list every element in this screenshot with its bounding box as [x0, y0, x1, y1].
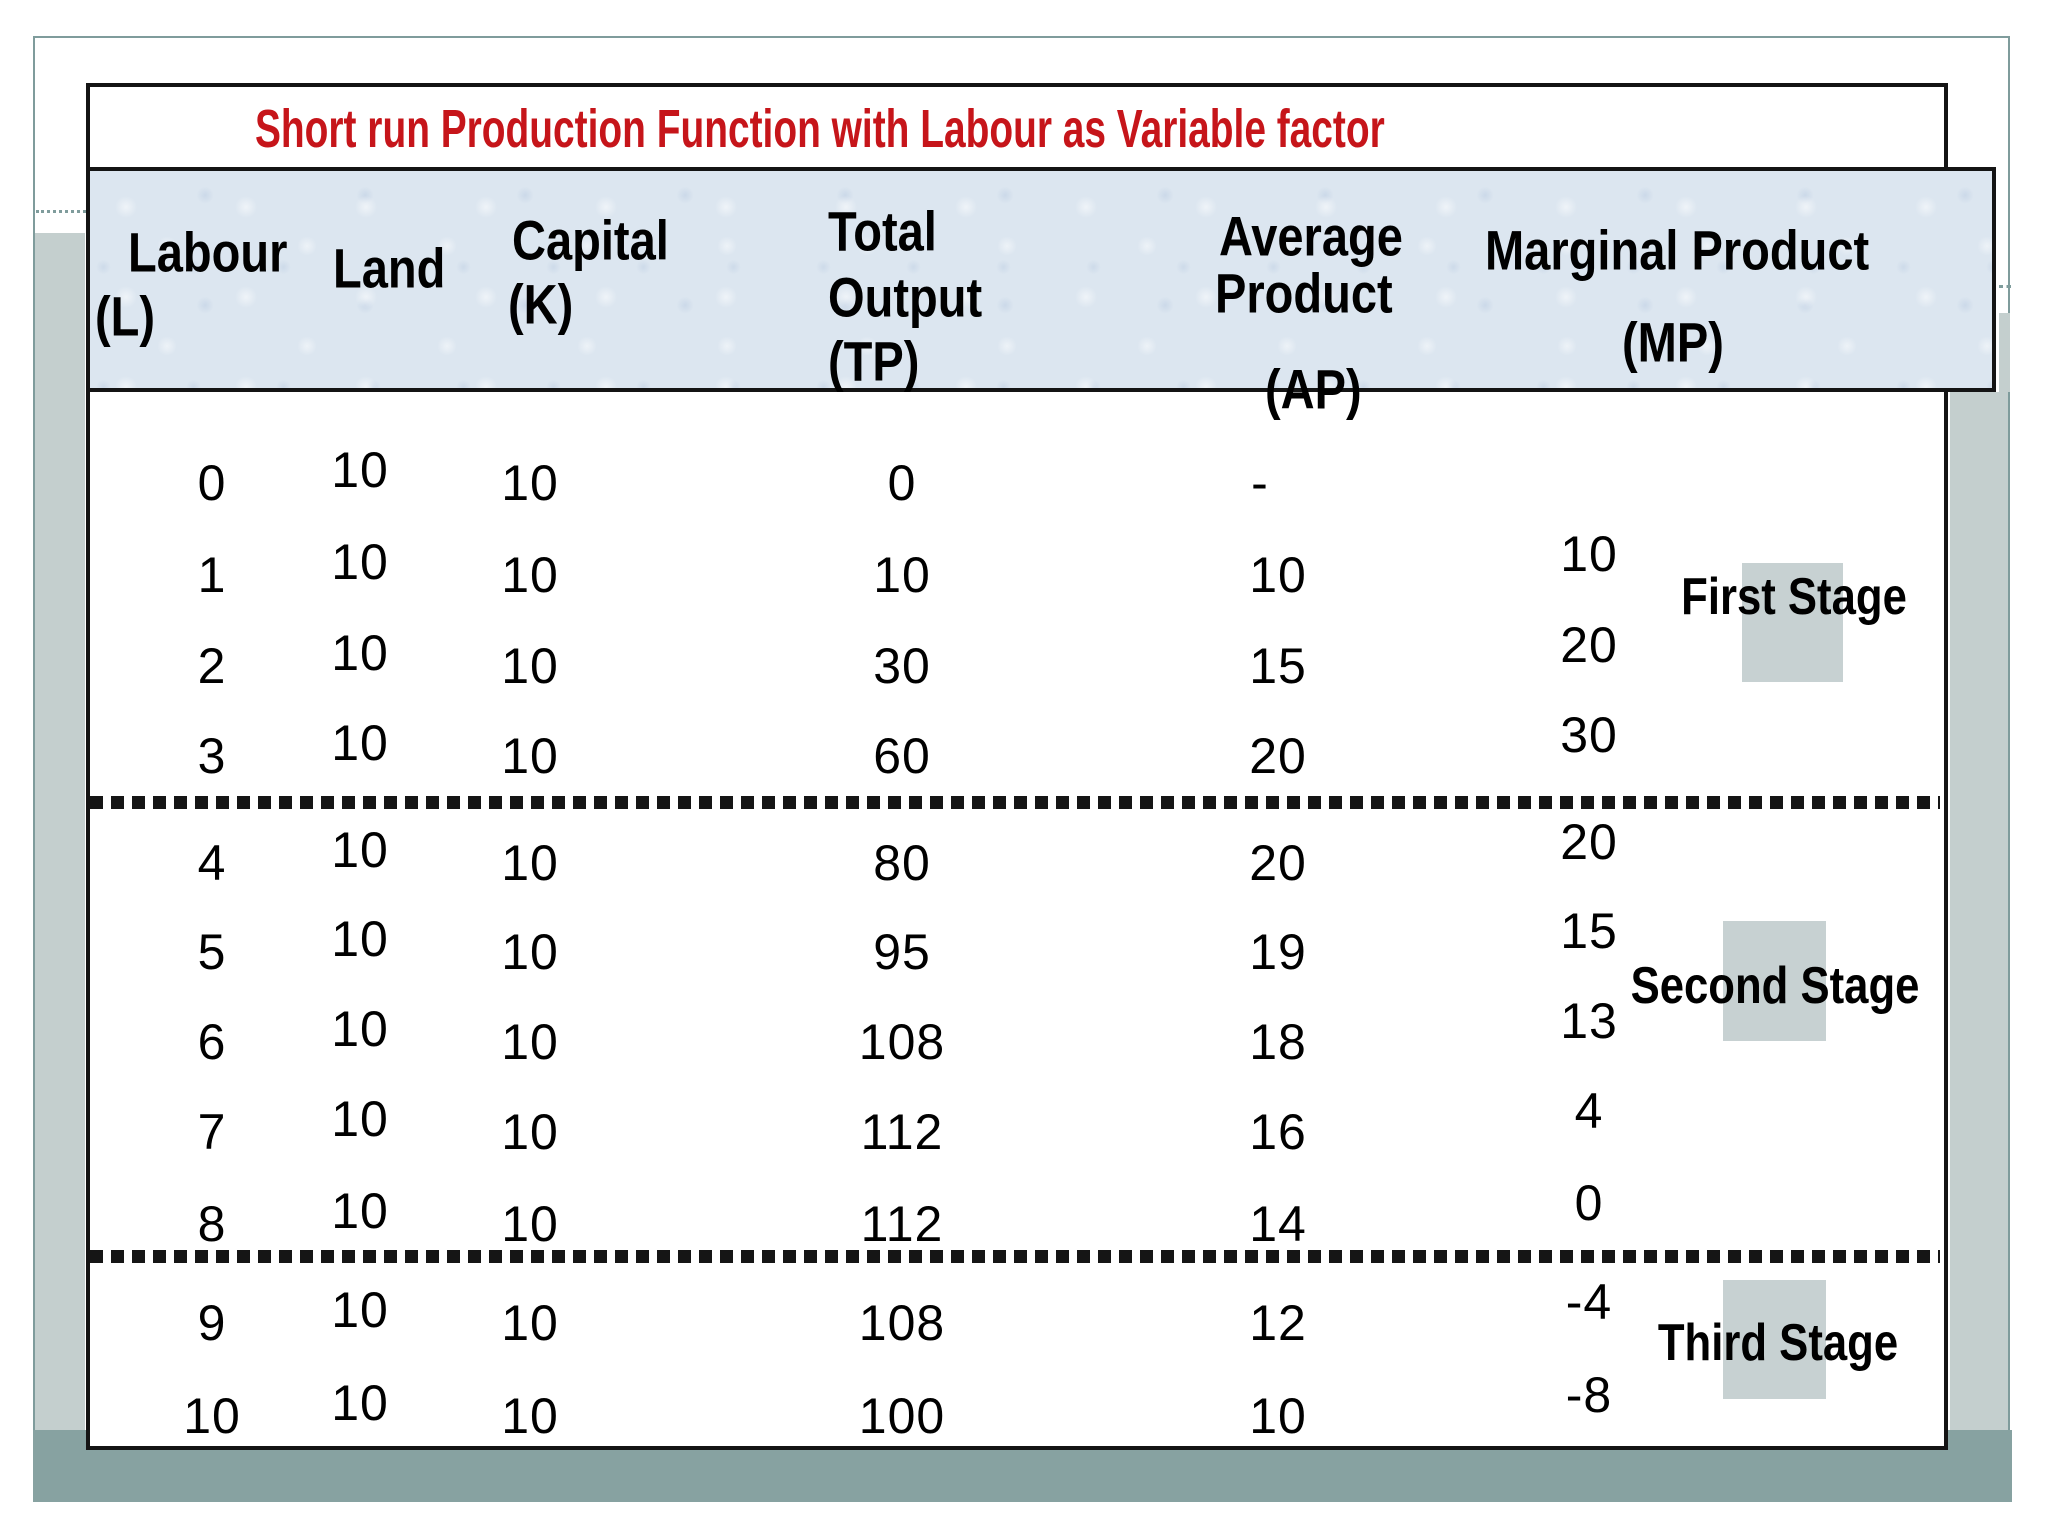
cell-mp: 4: [1574, 1083, 1604, 1139]
left-dotted-guide-line: [36, 210, 86, 213]
right-background-sliver: [1999, 313, 2010, 392]
cell-tp: 10: [873, 547, 931, 603]
cell-tp: 95: [873, 924, 931, 980]
cell-tp: 108: [858, 1014, 946, 1070]
stage-divider-dotted-line: [90, 1250, 1940, 1263]
cell-mp: 20: [1560, 617, 1618, 673]
table-header-row: [86, 167, 1996, 392]
header-labour-symbol: (L): [95, 284, 156, 348]
header-capital-symbol: (K): [508, 272, 574, 336]
header-total-output: Total: [828, 199, 937, 263]
cell-labour: 0: [197, 455, 227, 511]
cell-labour: 2: [197, 638, 227, 694]
left-background-strip: [35, 233, 85, 1430]
cell-land: 10: [331, 911, 389, 967]
cell-tp: 0: [887, 455, 917, 511]
cell-land: 10: [331, 442, 389, 498]
header-average-product: Average: [1219, 204, 1403, 268]
cell-capital: 10: [501, 835, 559, 891]
right-background-strip: [1950, 392, 2008, 1430]
cell-land: 10: [331, 715, 389, 771]
cell-capital: 10: [501, 455, 559, 511]
first-stage-marker-box: [1742, 563, 1843, 682]
header-average-product-line2: Product: [1215, 261, 1393, 325]
cell-land: 10: [331, 1001, 389, 1057]
cell-mp: 20: [1560, 814, 1618, 870]
cell-mp: 10: [1560, 526, 1618, 582]
cell-ap: 19: [1249, 924, 1307, 980]
cell-mp: -4: [1565, 1274, 1613, 1330]
cell-tp: 108: [858, 1295, 946, 1351]
cell-tp: 30: [873, 638, 931, 694]
right-dotted-guide-line: [1999, 285, 2011, 288]
cell-ap: 14: [1249, 1196, 1307, 1252]
cell-capital: 10: [501, 1295, 559, 1351]
header-capital: Capital: [512, 208, 669, 272]
cell-ap: 10: [1249, 547, 1307, 603]
cell-tp: 112: [860, 1196, 944, 1252]
cell-mp: 30: [1560, 707, 1618, 763]
cell-land: 10: [331, 534, 389, 590]
header-labour: Labour: [128, 220, 288, 284]
cell-capital: 10: [501, 547, 559, 603]
cell-ap: 16: [1249, 1104, 1307, 1160]
cell-tp: 80: [873, 835, 931, 891]
cell-tp: 100: [858, 1388, 946, 1444]
cell-labour: 7: [197, 1104, 227, 1160]
header-total-output-line2: Output: [828, 265, 983, 329]
third-stage-label: Third Stage: [1657, 1314, 1899, 1372]
cell-ap: 20: [1249, 728, 1307, 784]
cell-labour: 8: [197, 1196, 227, 1252]
header-total-output-symbol: (TP): [828, 329, 920, 393]
header-marginal-product-symbol: (MP): [1622, 310, 1724, 374]
cell-mp: 15: [1560, 903, 1618, 959]
cell-capital: 10: [501, 638, 559, 694]
cell-mp: 13: [1560, 993, 1618, 1049]
cell-land: 10: [331, 1375, 389, 1431]
cell-capital: 10: [501, 1104, 559, 1160]
cell-labour: 1: [197, 547, 227, 603]
cell-mp: 0: [1574, 1175, 1604, 1231]
cell-ap: 12: [1249, 1295, 1307, 1351]
cell-mp: -8: [1565, 1367, 1613, 1423]
cell-land: 10: [331, 1183, 389, 1239]
cell-land: 10: [331, 1091, 389, 1147]
second-stage-marker-box: [1723, 921, 1826, 1041]
second-stage-label: Second Stage: [1630, 957, 1920, 1015]
cell-capital: 10: [501, 1388, 559, 1444]
cell-tp: 112: [860, 1104, 944, 1160]
cell-labour: 10: [183, 1388, 241, 1444]
cell-labour: 4: [197, 835, 227, 891]
cell-land: 10: [331, 625, 389, 681]
header-average-product-symbol: (AP): [1265, 357, 1362, 421]
cell-labour: 6: [197, 1014, 227, 1070]
third-stage-marker-box: [1723, 1280, 1826, 1399]
header-marginal-product: Marginal Product: [1485, 218, 1870, 282]
cell-labour: 9: [197, 1295, 227, 1351]
header-land: Land: [333, 236, 446, 300]
stage-divider-dotted-line: [90, 796, 1940, 809]
cell-ap: 15: [1249, 638, 1307, 694]
cell-labour: 5: [197, 924, 227, 980]
cell-labour: 3: [197, 728, 227, 784]
first-stage-label: First Stage: [1681, 568, 1907, 626]
cell-capital: 10: [501, 924, 559, 980]
cell-capital: 10: [501, 1014, 559, 1070]
cell-capital: 10: [501, 1196, 559, 1252]
cell-land: 10: [331, 822, 389, 878]
cell-ap: 10: [1249, 1388, 1307, 1444]
cell-ap: 20: [1249, 835, 1307, 891]
cell-tp: 60: [873, 728, 931, 784]
cell-capital: 10: [501, 728, 559, 784]
cell-land: 10: [331, 1282, 389, 1338]
slide-title: Short run Production Function with Labou…: [255, 99, 1385, 159]
cell-ap: -: [1251, 455, 1269, 511]
cell-ap: 18: [1249, 1014, 1307, 1070]
